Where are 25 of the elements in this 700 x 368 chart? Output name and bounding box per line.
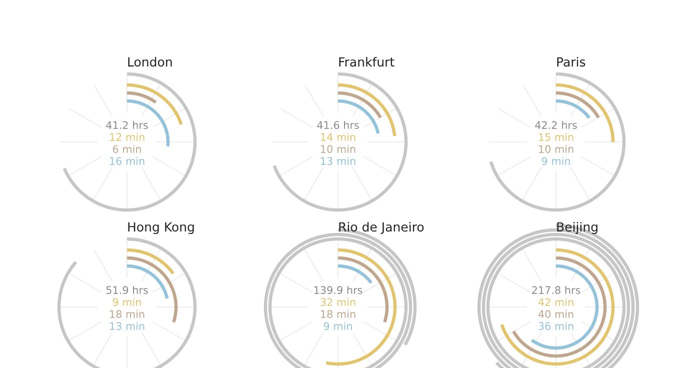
- data-label: 41.2 hrs: [106, 120, 148, 130]
- data-label: 42 min: [538, 298, 574, 306]
- data-label: 15 min: [539, 132, 574, 142]
- data-label: 12 min: [110, 132, 144, 141]
- text: Beijing: [557, 222, 598, 234]
- data-label: 217.8 hrs: [532, 286, 580, 294]
- data-label: 40 min: [538, 310, 574, 318]
- data-label: 14 min: [321, 132, 356, 141]
- data-label: 13 min: [110, 322, 144, 330]
- data-label: 36 min: [538, 322, 574, 330]
- data-label: 51.9 hrs: [106, 286, 148, 294]
- data-label: 13 min: [321, 156, 356, 166]
- text: London: [128, 56, 172, 67]
- text: Paris: [557, 56, 586, 67]
- text: Hong Kong: [128, 222, 194, 234]
- data-label: 9 min: [112, 298, 141, 306]
- text: Frankfurt: [339, 56, 394, 67]
- data-label: 6 min: [112, 144, 141, 154]
- data-label: 9 min: [542, 156, 570, 166]
- data-label: 42.2 hrs: [535, 120, 577, 130]
- data-label: 41.6 hrs: [317, 120, 359, 130]
- data-label: 10 min: [539, 144, 574, 154]
- data-label: 18 min: [110, 310, 144, 318]
- data-label: 16 min: [110, 156, 144, 166]
- data-label: 10 min: [321, 144, 356, 154]
